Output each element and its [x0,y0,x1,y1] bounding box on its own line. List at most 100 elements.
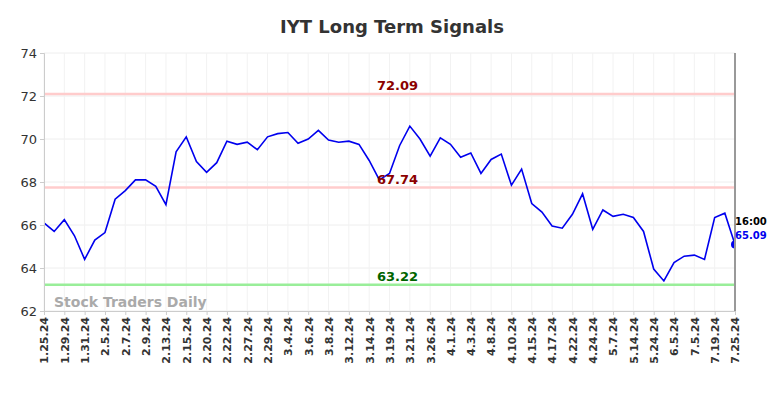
grid-line [450,53,451,311]
plot-frame [734,53,736,311]
tick-mark [40,139,44,140]
tick: 1.31.24 [79,311,92,364]
grid-line [531,53,532,311]
tick-mark [227,311,228,315]
tick-mark [715,311,716,315]
tick-mark [40,311,44,312]
tick-mark [207,311,208,315]
tick-mark [613,311,614,315]
last-value: 65.09 [735,230,767,241]
tick-label: 3.12.24 [343,317,356,364]
tick: 7.5.24 [689,311,702,356]
tick: 3.4.24 [282,311,295,356]
tick-mark [288,311,289,315]
tick-label: 68 [20,175,37,190]
tick-mark [349,311,350,315]
signal-line [44,284,735,287]
tick-mark [64,311,65,315]
tick: 3.19.24 [384,311,397,364]
last-time: 16:00 [735,216,767,227]
tick-mark [268,311,269,315]
tick-label: 4.24.24 [587,317,600,364]
tick: 5.24.24 [648,311,661,364]
axis-line [45,312,736,316]
tick-mark [40,268,44,269]
tick: 5.7.24 [607,311,620,356]
tick: 4.8.24 [485,311,498,356]
tick-mark [85,311,86,315]
tick: 3.14.24 [364,311,377,364]
tick: 68 [20,175,44,190]
tick-label: 5.24.24 [648,317,661,364]
tick-mark [308,311,309,315]
grid-line [653,53,654,311]
grid-line [125,53,126,311]
grid-line [186,53,187,311]
tick: 66 [20,218,44,233]
tick-label: 3.21.24 [404,317,417,364]
grid-line [491,53,492,311]
tick-label: 2.22.24 [221,317,234,364]
tick-mark [40,225,44,226]
grid-line [430,53,431,311]
tick-mark [44,311,45,315]
tick-label: 7.5.24 [689,317,702,356]
tick: 2.13.24 [160,311,173,364]
grid-line [267,53,268,311]
x-axis: 1.25.241.29.241.31.242.5.242.7.242.9.242… [38,311,742,364]
tick-label: 2.20.24 [201,317,214,364]
grid-line [694,53,695,311]
tick: 3.21.24 [404,311,417,364]
tick-mark [450,311,451,315]
tick-mark [105,311,106,315]
signal-label: 67.74 [377,172,418,187]
tick: 72 [20,89,44,104]
tick: 2.22.24 [221,311,234,364]
tick-label: 4.17.24 [546,317,559,364]
tick-mark [491,311,492,315]
signal-line [44,186,735,189]
tick: 6.5.24 [668,311,681,356]
tick-mark [674,311,675,315]
grid-line [674,53,675,311]
grid-line [369,53,370,311]
tick: 3.6.24 [303,311,316,356]
tick: 62 [20,304,44,319]
tick: 2.27.24 [242,311,255,364]
tick-label: 4.15.24 [526,317,539,364]
tick: 64 [20,261,44,276]
tick-label: 64 [20,261,37,276]
tick-label: 3.26.24 [424,317,437,364]
tick: 7.25.24 [729,311,742,364]
grid-line [613,53,614,311]
tick-label: 3.4.24 [282,317,295,356]
signal-label: 63.22 [377,269,418,284]
tick-mark [572,311,573,315]
tick-label: 7.25.24 [729,317,742,364]
tick: 4.15.24 [526,311,539,364]
grid-line [64,53,65,311]
tick-mark [146,311,147,315]
grid-line [470,53,471,311]
tick-mark [40,182,44,183]
tick: 2.15.24 [181,311,194,364]
tick-label: 72 [20,89,37,104]
tick-mark [125,311,126,315]
tick-label: 1.29.24 [59,317,72,364]
grid-line [287,53,288,311]
plot-area [44,94,735,285]
tick-label: 2.5.24 [99,317,112,356]
tick-mark [471,311,472,315]
tick: 4.1.24 [445,311,458,356]
price-line [44,126,735,281]
grid-line [572,53,573,311]
tick-mark [511,311,512,315]
tick-label: 4.3.24 [465,317,478,356]
tick-label: 2.27.24 [242,317,255,364]
tick-label: 3.8.24 [323,317,336,356]
tick-mark [40,96,44,97]
grid-line [104,53,105,311]
tick-label: 1.31.24 [79,317,92,364]
tick-mark [694,311,695,315]
tick: 4.24.24 [587,311,600,364]
